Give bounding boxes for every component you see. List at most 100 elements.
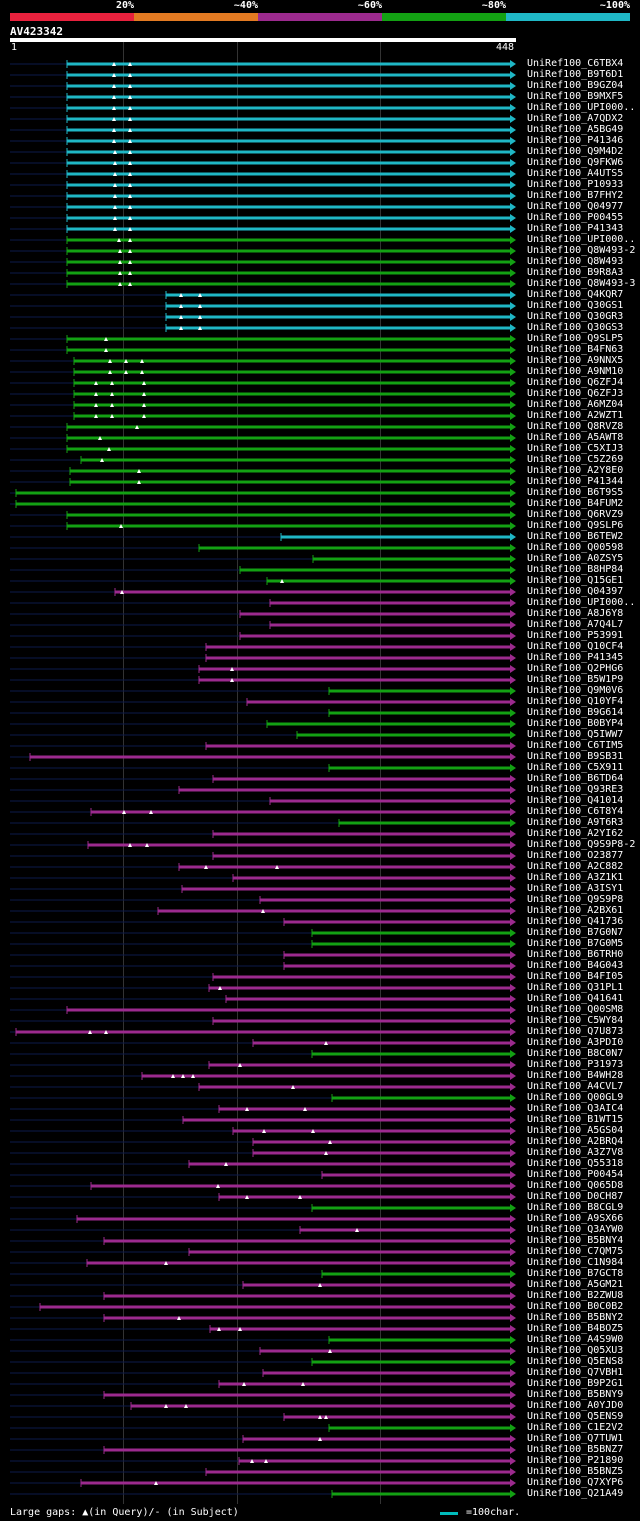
hit-row[interactable] bbox=[10, 1149, 516, 1157]
hit-row[interactable] bbox=[10, 203, 516, 211]
hit-row[interactable] bbox=[10, 1061, 516, 1069]
hit-row[interactable] bbox=[10, 214, 516, 222]
hit-row[interactable] bbox=[10, 489, 516, 497]
hit-row[interactable] bbox=[10, 709, 516, 717]
hit-row[interactable] bbox=[10, 1413, 516, 1421]
hit-name[interactable]: UniRef100_B5BNY4 bbox=[527, 1235, 624, 1246]
hit-name[interactable]: UniRef100_B9T6D1 bbox=[527, 69, 624, 80]
hit-name[interactable]: UniRef100_A9NNX5 bbox=[527, 355, 624, 366]
hit-row[interactable] bbox=[10, 445, 516, 453]
hit-row[interactable] bbox=[10, 1182, 516, 1190]
hit-name[interactable]: UniRef100_A2BX61 bbox=[527, 905, 624, 916]
hit-name[interactable]: UniRef100_B7FHY2 bbox=[527, 190, 624, 201]
hit-name[interactable]: UniRef100_B5W1P9 bbox=[527, 674, 624, 685]
hit-name[interactable]: UniRef100_A5GS04 bbox=[527, 1125, 624, 1136]
hit-row[interactable] bbox=[10, 643, 516, 651]
hit-name[interactable]: UniRef100_A9SX66 bbox=[527, 1213, 624, 1224]
hit-row[interactable] bbox=[10, 500, 516, 508]
hit-row[interactable] bbox=[10, 566, 516, 574]
hit-row[interactable] bbox=[10, 896, 516, 904]
hit-name[interactable]: UniRef100_C5Z269 bbox=[527, 454, 624, 465]
hit-row[interactable] bbox=[10, 1336, 516, 1344]
hit-row[interactable] bbox=[10, 346, 516, 354]
hit-row[interactable] bbox=[10, 1116, 516, 1124]
hit-row[interactable] bbox=[10, 1402, 516, 1410]
hit-row[interactable] bbox=[10, 830, 516, 838]
hit-row[interactable] bbox=[10, 951, 516, 959]
hit-row[interactable] bbox=[10, 577, 516, 585]
hit-name[interactable]: UniRef100_Q41014 bbox=[527, 795, 624, 806]
hit-name[interactable]: UniRef100_Q8W493-2 bbox=[527, 245, 636, 256]
hit-name[interactable]: UniRef100_A7Q4L7 bbox=[527, 619, 624, 630]
hit-row[interactable] bbox=[10, 434, 516, 442]
hit-name[interactable]: UniRef100_Q6RVZ9 bbox=[527, 509, 624, 520]
hit-row[interactable] bbox=[10, 698, 516, 706]
hit-name[interactable]: UniRef100_B8CGL9 bbox=[527, 1202, 624, 1213]
hit-name[interactable]: UniRef100_UPI000.. bbox=[527, 102, 636, 113]
hit-name[interactable]: UniRef100_Q5ENS9 bbox=[527, 1411, 624, 1422]
hit-name[interactable]: UniRef100_A2Y8E0 bbox=[527, 465, 624, 476]
hit-row[interactable] bbox=[10, 522, 516, 530]
hit-name[interactable]: UniRef100_A3ISY1 bbox=[527, 883, 624, 894]
hit-row[interactable] bbox=[10, 1380, 516, 1388]
hit-row[interactable] bbox=[10, 159, 516, 167]
hit-name[interactable]: UniRef100_Q9S9P8 bbox=[527, 894, 624, 905]
hit-row[interactable] bbox=[10, 544, 516, 552]
hit-name[interactable]: UniRef100_Q2PHG6 bbox=[527, 663, 624, 674]
hit-name[interactable]: UniRef100_B5BNZ5 bbox=[527, 1466, 624, 1477]
hit-name[interactable]: UniRef100_C5WY84 bbox=[527, 1015, 624, 1026]
hit-name[interactable]: UniRef100_B7GCT8 bbox=[527, 1268, 624, 1279]
hit-row[interactable] bbox=[10, 1226, 516, 1234]
hit-row[interactable] bbox=[10, 885, 516, 893]
hit-name[interactable]: UniRef100_C6TBX4 bbox=[527, 58, 624, 69]
hit-name[interactable]: UniRef100_B9P2G1 bbox=[527, 1378, 624, 1389]
hit-row[interactable] bbox=[10, 819, 516, 827]
hit-row[interactable] bbox=[10, 918, 516, 926]
hit-row[interactable] bbox=[10, 687, 516, 695]
hit-row[interactable] bbox=[10, 654, 516, 662]
hit-name[interactable]: UniRef100_Q065D8 bbox=[527, 1180, 624, 1191]
hit-name[interactable]: UniRef100_P41346 bbox=[527, 135, 624, 146]
hit-name[interactable]: UniRef100_A5GM21 bbox=[527, 1279, 624, 1290]
hit-row[interactable] bbox=[10, 995, 516, 1003]
hit-row[interactable] bbox=[10, 1457, 516, 1465]
hit-row[interactable] bbox=[10, 291, 516, 299]
hit-name[interactable]: UniRef100_B4BOZ5 bbox=[527, 1323, 624, 1334]
hit-name[interactable]: UniRef100_UPI000.. bbox=[527, 597, 636, 608]
hit-name[interactable]: UniRef100_B7G0M5 bbox=[527, 938, 624, 949]
hit-row[interactable] bbox=[10, 1138, 516, 1146]
hit-name[interactable]: UniRef100_Q3AIC4 bbox=[527, 1103, 624, 1114]
hit-row[interactable] bbox=[10, 379, 516, 387]
hit-row[interactable] bbox=[10, 610, 516, 618]
hit-name[interactable]: UniRef100_B5BNY9 bbox=[527, 1389, 624, 1400]
hit-row[interactable] bbox=[10, 1127, 516, 1135]
hit-row[interactable] bbox=[10, 632, 516, 640]
hit-name[interactable]: UniRef100_P00455 bbox=[527, 212, 624, 223]
hit-name[interactable]: UniRef100_A4UTS5 bbox=[527, 168, 624, 179]
hit-row[interactable] bbox=[10, 1446, 516, 1454]
hit-row[interactable] bbox=[10, 599, 516, 607]
hit-name[interactable]: UniRef100_P10933 bbox=[527, 179, 624, 190]
hit-row[interactable] bbox=[10, 1083, 516, 1091]
hit-row[interactable] bbox=[10, 1160, 516, 1168]
hit-name[interactable]: UniRef100_B6TRH0 bbox=[527, 949, 624, 960]
hit-name[interactable]: UniRef100_B9SB31 bbox=[527, 751, 624, 762]
hit-name[interactable]: UniRef100_C6TIM5 bbox=[527, 740, 624, 751]
hit-name[interactable]: UniRef100_Q7U873 bbox=[527, 1026, 624, 1037]
hit-row[interactable] bbox=[10, 797, 516, 805]
hit-row[interactable] bbox=[10, 1325, 516, 1333]
hit-name[interactable]: UniRef100_Q05XU3 bbox=[527, 1345, 624, 1356]
hit-row[interactable] bbox=[10, 676, 516, 684]
hit-name[interactable]: UniRef100_A3Z7V8 bbox=[527, 1147, 624, 1158]
hit-row[interactable] bbox=[10, 1171, 516, 1179]
hit-name[interactable]: UniRef100_A9T6R3 bbox=[527, 817, 624, 828]
hit-name[interactable]: UniRef100_A0YJD0 bbox=[527, 1400, 624, 1411]
hit-row[interactable] bbox=[10, 478, 516, 486]
hit-row[interactable] bbox=[10, 1369, 516, 1377]
hit-row[interactable] bbox=[10, 1270, 516, 1278]
hit-row[interactable] bbox=[10, 764, 516, 772]
hit-row[interactable] bbox=[10, 1281, 516, 1289]
hit-row[interactable] bbox=[10, 1292, 516, 1300]
hit-name[interactable]: UniRef100_A5AWT8 bbox=[527, 432, 624, 443]
hit-name[interactable]: UniRef100_Q41736 bbox=[527, 916, 624, 927]
